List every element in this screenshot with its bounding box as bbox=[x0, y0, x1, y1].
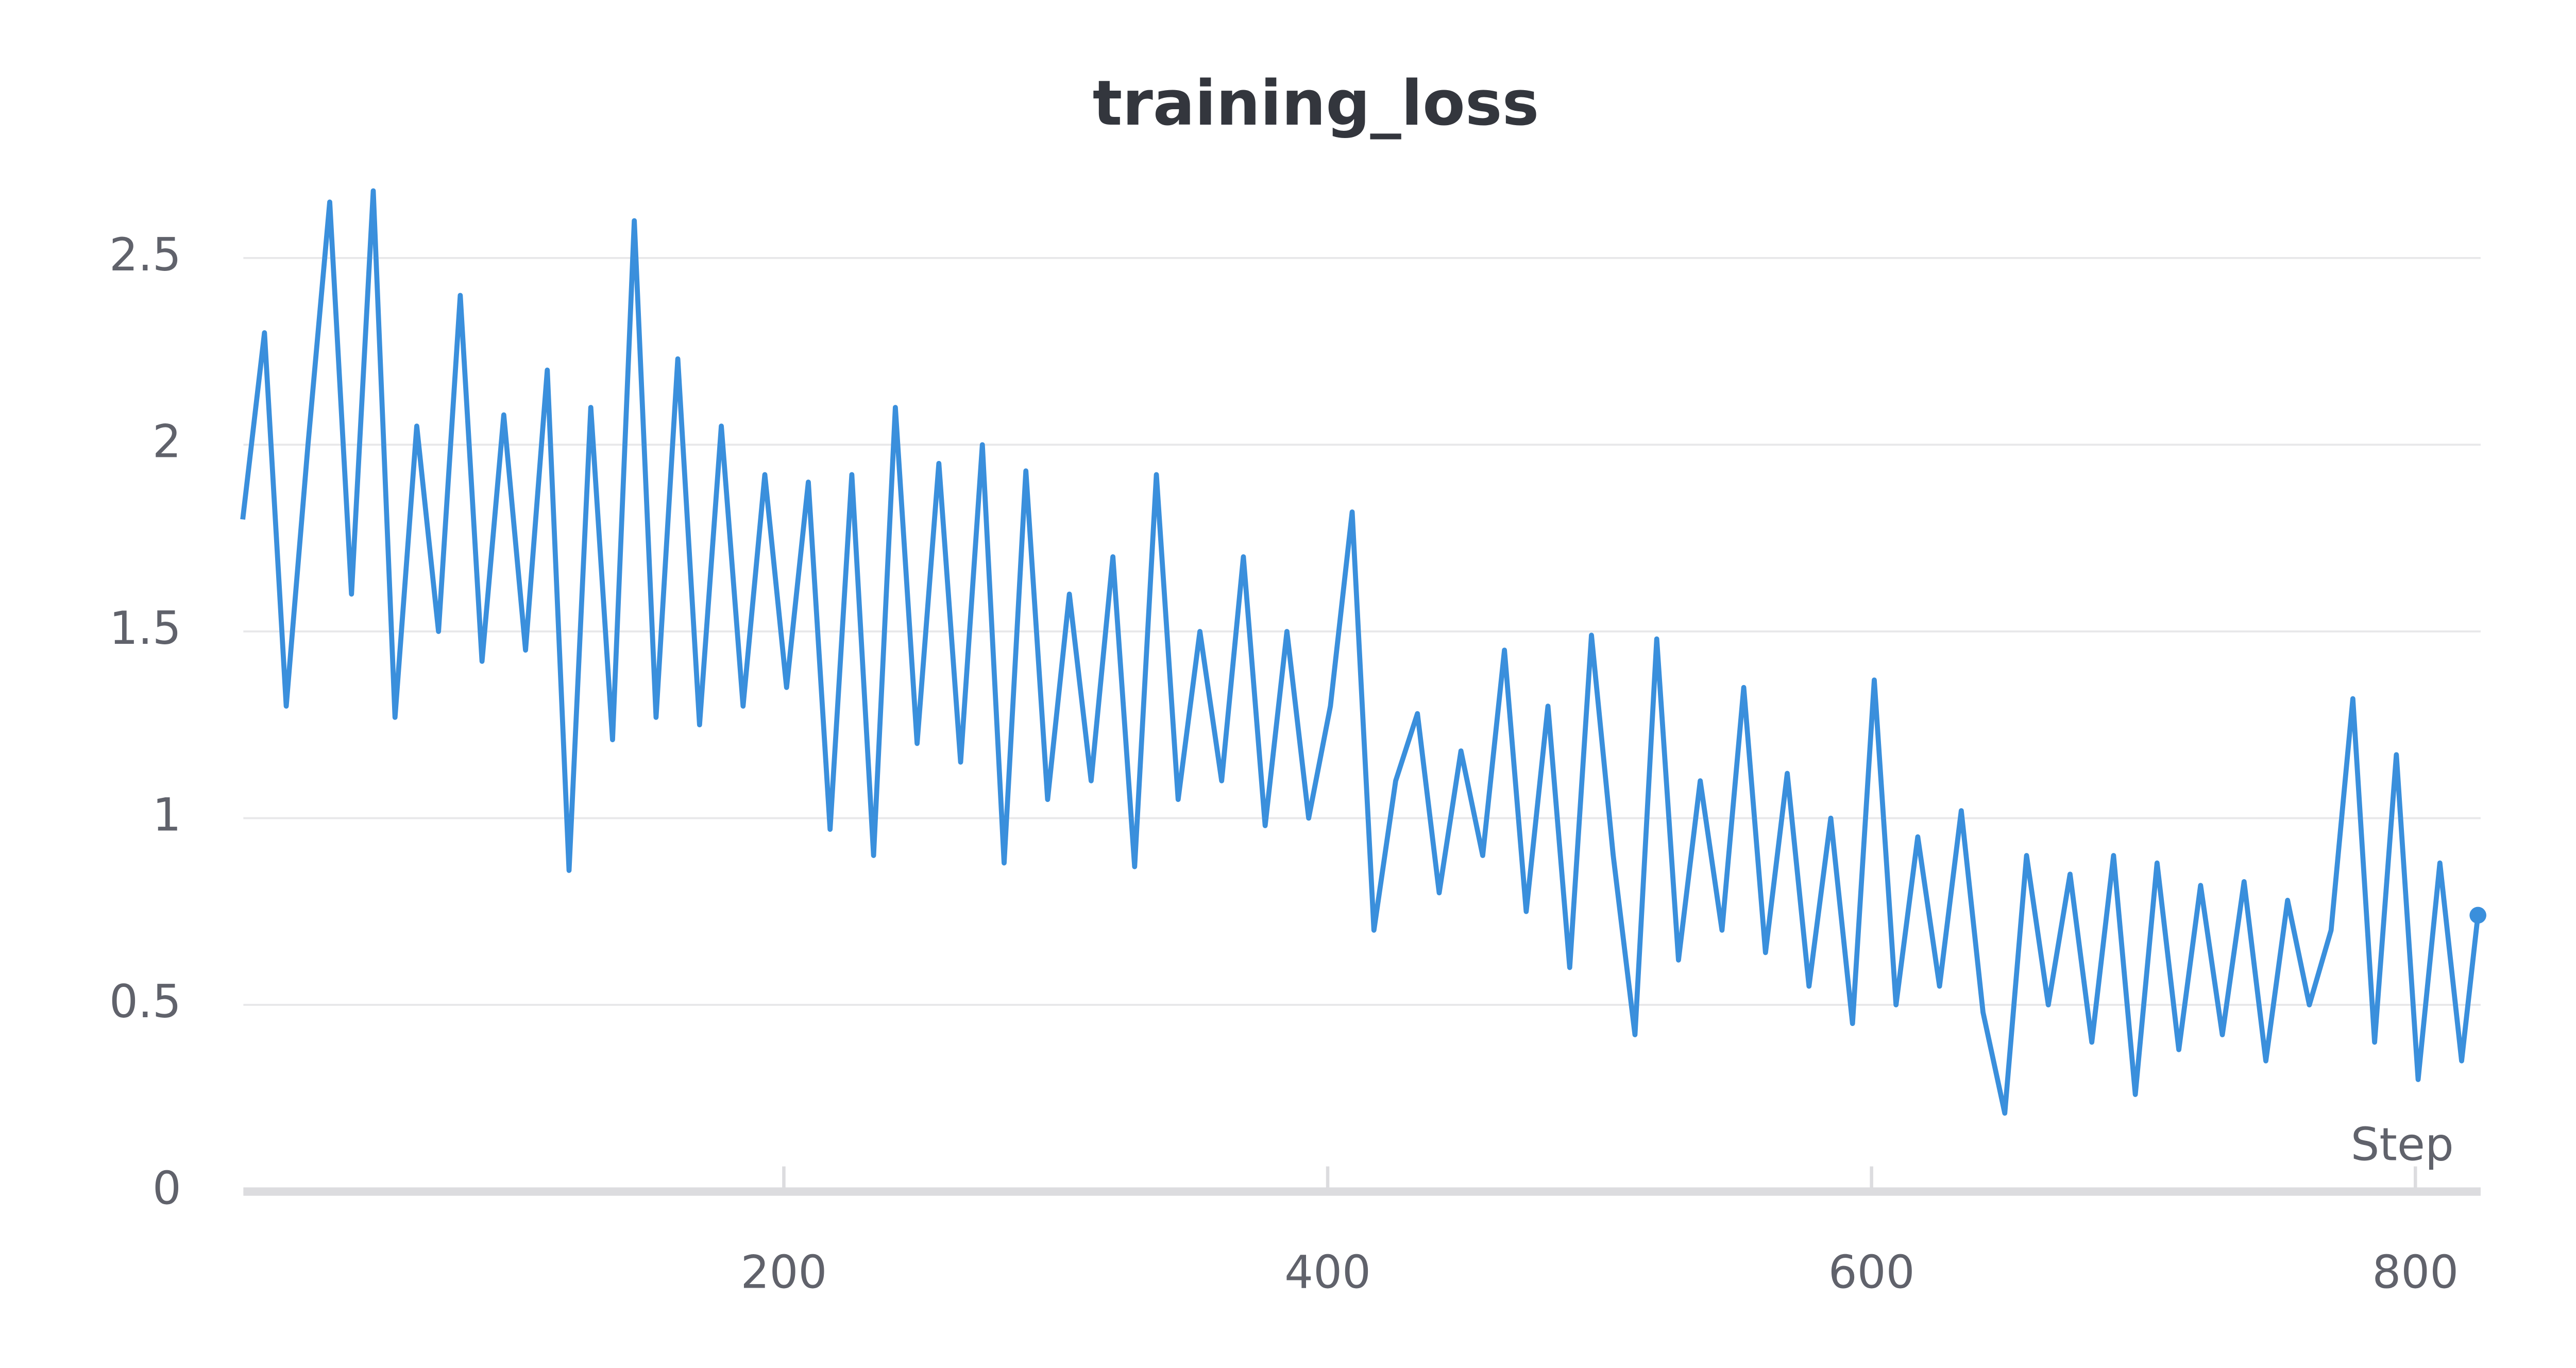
y-tick-label: 0 bbox=[152, 1161, 181, 1215]
x-tick-label: 600 bbox=[1828, 1245, 1915, 1298]
x-tick-label: 400 bbox=[1284, 1245, 1371, 1298]
last-point bbox=[2469, 907, 2486, 924]
x-tick-label: 800 bbox=[2372, 1245, 2459, 1298]
y-tick-label: 2.5 bbox=[109, 228, 181, 281]
y-tick-label: 0.5 bbox=[109, 975, 181, 1028]
x-tick-label: 200 bbox=[741, 1245, 827, 1298]
y-tick-label: 1.5 bbox=[109, 602, 181, 655]
x-axis-label: Step bbox=[2351, 1118, 2454, 1171]
chart-title: training_loss bbox=[1093, 67, 1539, 140]
loss-line bbox=[240, 188, 2481, 1116]
y-tick-label: 2 bbox=[152, 415, 181, 468]
y-tick-label: 1 bbox=[152, 788, 181, 841]
